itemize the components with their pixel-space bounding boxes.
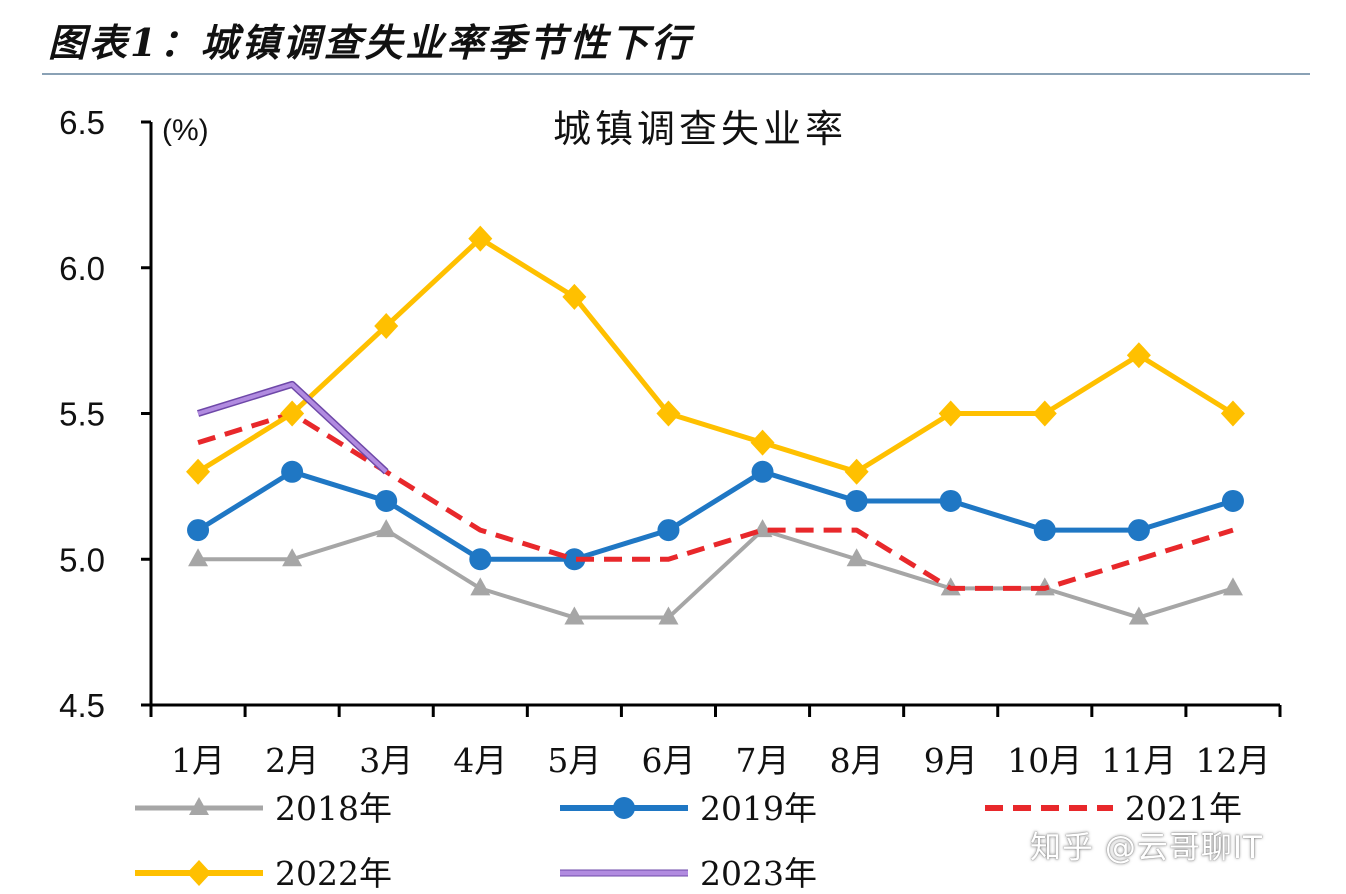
x-tick-label: 12月 xyxy=(1195,741,1270,780)
legend-marker xyxy=(189,797,209,815)
y-tick-label: 5.5 xyxy=(59,396,105,433)
series-2023年 xyxy=(197,380,389,475)
data-point xyxy=(564,606,585,625)
legend-item-2018年: 2018年 xyxy=(135,789,392,828)
x-tick-label: 11月 xyxy=(1101,741,1176,780)
x-tick-label: 7月 xyxy=(736,741,790,780)
series-2022年 xyxy=(186,225,1245,485)
data-point xyxy=(282,548,303,567)
legend-item-2023年: 2023年 xyxy=(560,854,817,893)
data-point xyxy=(939,489,962,512)
figure-title: 图表1：城镇调查失业率季节性下行 xyxy=(48,20,693,65)
data-point xyxy=(1221,489,1244,512)
data-point xyxy=(1128,606,1149,625)
chart-title: 城镇调查失业率 xyxy=(553,107,847,151)
series-2021年 xyxy=(197,411,1234,591)
x-tick-label: 2月 xyxy=(265,741,319,780)
data-point xyxy=(187,519,210,542)
data-point xyxy=(281,460,304,483)
legend-marker xyxy=(613,797,635,819)
data-point xyxy=(1126,342,1151,369)
series-line xyxy=(197,411,1234,591)
legend-label: 2023年 xyxy=(700,854,817,893)
data-point xyxy=(468,225,493,252)
data-point xyxy=(751,460,774,483)
y-tick-label: 4.5 xyxy=(59,687,105,724)
y-tick-label: 6.0 xyxy=(59,250,105,287)
data-point xyxy=(656,400,681,427)
data-point xyxy=(750,429,775,456)
x-tick-label: 4月 xyxy=(453,741,507,780)
x-tick-label: 6月 xyxy=(641,741,695,780)
y-tick-label: 6.5 xyxy=(59,104,105,141)
legend-item-2021年: 2021年 xyxy=(985,789,1242,828)
legend-item-2019年: 2019年 xyxy=(560,789,817,828)
data-point xyxy=(1222,577,1243,596)
series-line xyxy=(197,382,388,474)
series-2019年 xyxy=(187,460,1244,571)
data-point xyxy=(1032,400,1057,427)
data-point xyxy=(845,489,868,512)
data-point xyxy=(844,458,869,485)
data-point xyxy=(470,577,491,596)
series-line xyxy=(198,528,1234,620)
title-divider xyxy=(42,73,1310,75)
data-point xyxy=(280,400,305,427)
legend-label: 2018年 xyxy=(275,789,392,828)
x-tick-label: 5月 xyxy=(547,741,601,780)
data-point xyxy=(374,313,399,340)
data-point xyxy=(563,548,586,571)
data-point xyxy=(186,458,211,485)
series-2018年 xyxy=(188,519,1243,625)
data-point xyxy=(376,519,397,538)
legend-item-2022年: 2022年 xyxy=(135,854,392,893)
x-tick-label: 9月 xyxy=(924,741,978,780)
series-line xyxy=(196,236,1235,475)
data-point xyxy=(562,283,587,310)
data-point xyxy=(1220,400,1245,427)
y-tick-label: 5.0 xyxy=(59,541,105,578)
legend-marker xyxy=(187,860,211,886)
data-point xyxy=(1033,519,1056,542)
x-tick-label: 3月 xyxy=(359,741,413,780)
x-tick-label: 1月 xyxy=(171,741,225,780)
x-tick-label: 8月 xyxy=(830,741,884,780)
legend-label: 2021年 xyxy=(1125,789,1242,828)
legend-label: 2022年 xyxy=(275,854,392,893)
data-point xyxy=(188,548,209,567)
legend-label: 2019年 xyxy=(700,789,817,828)
x-tick-label: 10月 xyxy=(1007,741,1082,780)
data-point xyxy=(938,400,963,427)
data-point xyxy=(658,606,679,625)
y-axis-unit-label: (%) xyxy=(162,114,209,147)
data-point xyxy=(846,548,867,567)
watermark: 知乎 @云哥聊IT xyxy=(1030,830,1263,866)
data-point xyxy=(375,489,398,512)
data-point xyxy=(469,548,492,571)
series-line-outline xyxy=(197,380,389,475)
data-point xyxy=(1127,519,1150,542)
series-line xyxy=(196,469,1234,562)
data-point xyxy=(657,519,680,542)
